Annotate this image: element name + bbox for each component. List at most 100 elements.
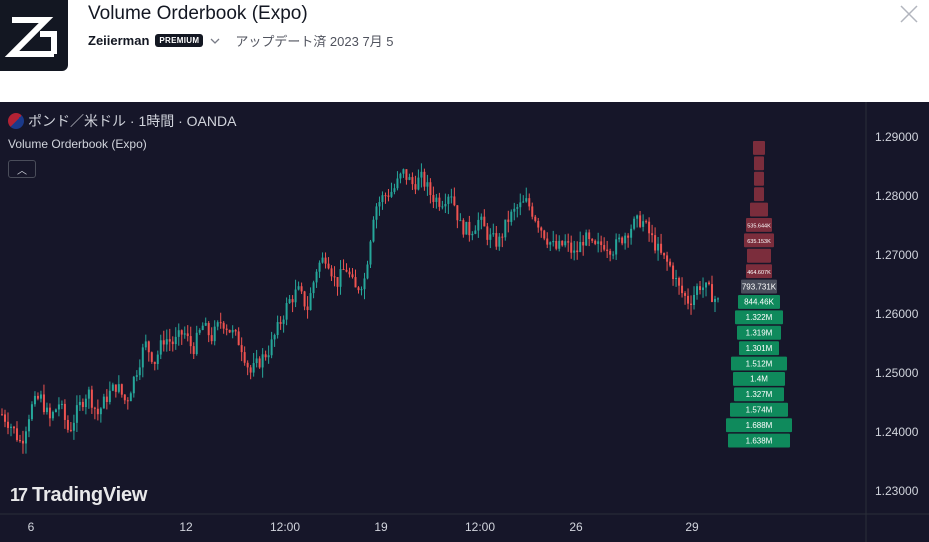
- premium-badge: PREMIUM: [155, 34, 204, 47]
- candle-body: [54, 409, 57, 413]
- candle-body: [114, 384, 117, 392]
- candle-body: [324, 257, 327, 264]
- candle-body: [243, 352, 246, 363]
- candle-body: [447, 196, 450, 204]
- price-tick-label: 1.25000: [875, 366, 919, 380]
- candle-body: [438, 197, 441, 207]
- candle-body: [537, 220, 540, 228]
- candle-body: [603, 245, 606, 250]
- candle-body: [270, 339, 273, 356]
- candle-body: [414, 184, 417, 190]
- time-tick-label: 6: [27, 520, 35, 534]
- candle-body: [216, 322, 219, 327]
- candle-body: [546, 238, 549, 245]
- candle-body: [579, 241, 582, 253]
- candle-body: [636, 215, 639, 219]
- candle-body: [501, 236, 504, 238]
- candle-body: [360, 289, 363, 291]
- candle-body: [6, 421, 9, 428]
- candle-body: [276, 322, 279, 336]
- candle-body: [630, 228, 633, 238]
- price-tick-label: 1.29000: [875, 130, 919, 144]
- orderbook-level: [730, 402, 788, 417]
- candle-body: [588, 232, 591, 240]
- candle-body: [303, 291, 306, 307]
- candle-body: [261, 354, 264, 368]
- candle-body: [120, 384, 123, 395]
- orderbook-level: [741, 279, 777, 294]
- candle-body: [258, 358, 261, 368]
- close-icon[interactable]: [899, 4, 919, 24]
- candle-body: [456, 205, 459, 221]
- script-logo[interactable]: [0, 0, 68, 71]
- candle-body: [387, 195, 390, 197]
- candle-body: [486, 226, 489, 240]
- author-link[interactable]: Zeiierman: [88, 33, 150, 48]
- candle-body: [228, 329, 231, 333]
- symbol-legend[interactable]: ポンド／米ドル · 1時間 · OANDA: [8, 111, 236, 131]
- candle-body: [549, 242, 552, 245]
- candle-body: [384, 195, 387, 197]
- candle-body: [522, 201, 525, 203]
- candle-body: [96, 408, 99, 415]
- candle-body: [693, 294, 696, 306]
- orderbook-level: [744, 233, 774, 248]
- candle-body: [9, 426, 12, 428]
- collapse-legend-button[interactable]: ︿: [8, 160, 36, 178]
- candle-body: [675, 278, 678, 280]
- candle-body: [483, 216, 486, 227]
- header: Volume Orderbook (Expo) Zeiierman PREMIU…: [0, 0, 929, 102]
- candle-body: [294, 289, 297, 303]
- candle-body: [633, 218, 636, 229]
- candle-body: [312, 282, 315, 294]
- orderbook-volume-label: 844.46K: [744, 298, 774, 307]
- candle-body: [108, 390, 111, 402]
- candle-body: [90, 389, 93, 408]
- candle-body: [132, 376, 135, 394]
- candle-body: [474, 230, 477, 234]
- candle-body: [471, 233, 474, 236]
- candle-body: [564, 241, 567, 246]
- orderbook-level: [746, 264, 772, 279]
- candle-body: [444, 203, 447, 207]
- candle-body: [642, 221, 645, 227]
- candle-body: [621, 237, 624, 244]
- candle-body: [156, 354, 159, 364]
- candle-body: [192, 346, 195, 355]
- candle-body: [516, 207, 519, 209]
- orderbook-volume-label: 1.319M: [746, 329, 773, 338]
- tradingview-watermark: 17 TradingView: [10, 484, 147, 507]
- candle-body: [555, 241, 558, 249]
- candle-body: [249, 367, 252, 373]
- candle-body: [552, 241, 555, 243]
- candle-body: [432, 195, 435, 202]
- candle-body: [624, 235, 627, 244]
- candle-body: [144, 341, 147, 348]
- indicator-legend[interactable]: Volume Orderbook (Expo): [8, 137, 147, 151]
- candle-body: [597, 241, 600, 244]
- candle-body: [111, 384, 114, 391]
- candle-body: [24, 431, 27, 444]
- candle-body: [72, 422, 75, 431]
- candle-body: [690, 303, 693, 306]
- candle-body: [345, 269, 348, 272]
- candle-body: [411, 177, 414, 185]
- candle-body: [237, 331, 240, 346]
- candle-body: [606, 249, 609, 251]
- candle-body: [195, 332, 198, 355]
- candle-body: [30, 404, 33, 420]
- chart-canvas[interactable]: 535.644K 635.153K 464.607K 793.731K 844.46K 1…: [0, 102, 929, 542]
- candle-body: [576, 250, 579, 253]
- candle-body: [63, 403, 66, 420]
- candle-body: [162, 340, 165, 345]
- orderbook-level: [753, 141, 765, 155]
- candle-body: [450, 196, 453, 198]
- chart-area[interactable]: 535.644K 635.153K 464.607K 793.731K 844.46K 1…: [0, 102, 929, 542]
- candle-body: [480, 216, 483, 220]
- candle-body: [153, 361, 156, 364]
- candle-body: [528, 198, 531, 207]
- candle-body: [657, 243, 660, 251]
- candle-body: [435, 197, 438, 202]
- orderbook-level: [750, 202, 768, 217]
- candle-body: [168, 339, 171, 342]
